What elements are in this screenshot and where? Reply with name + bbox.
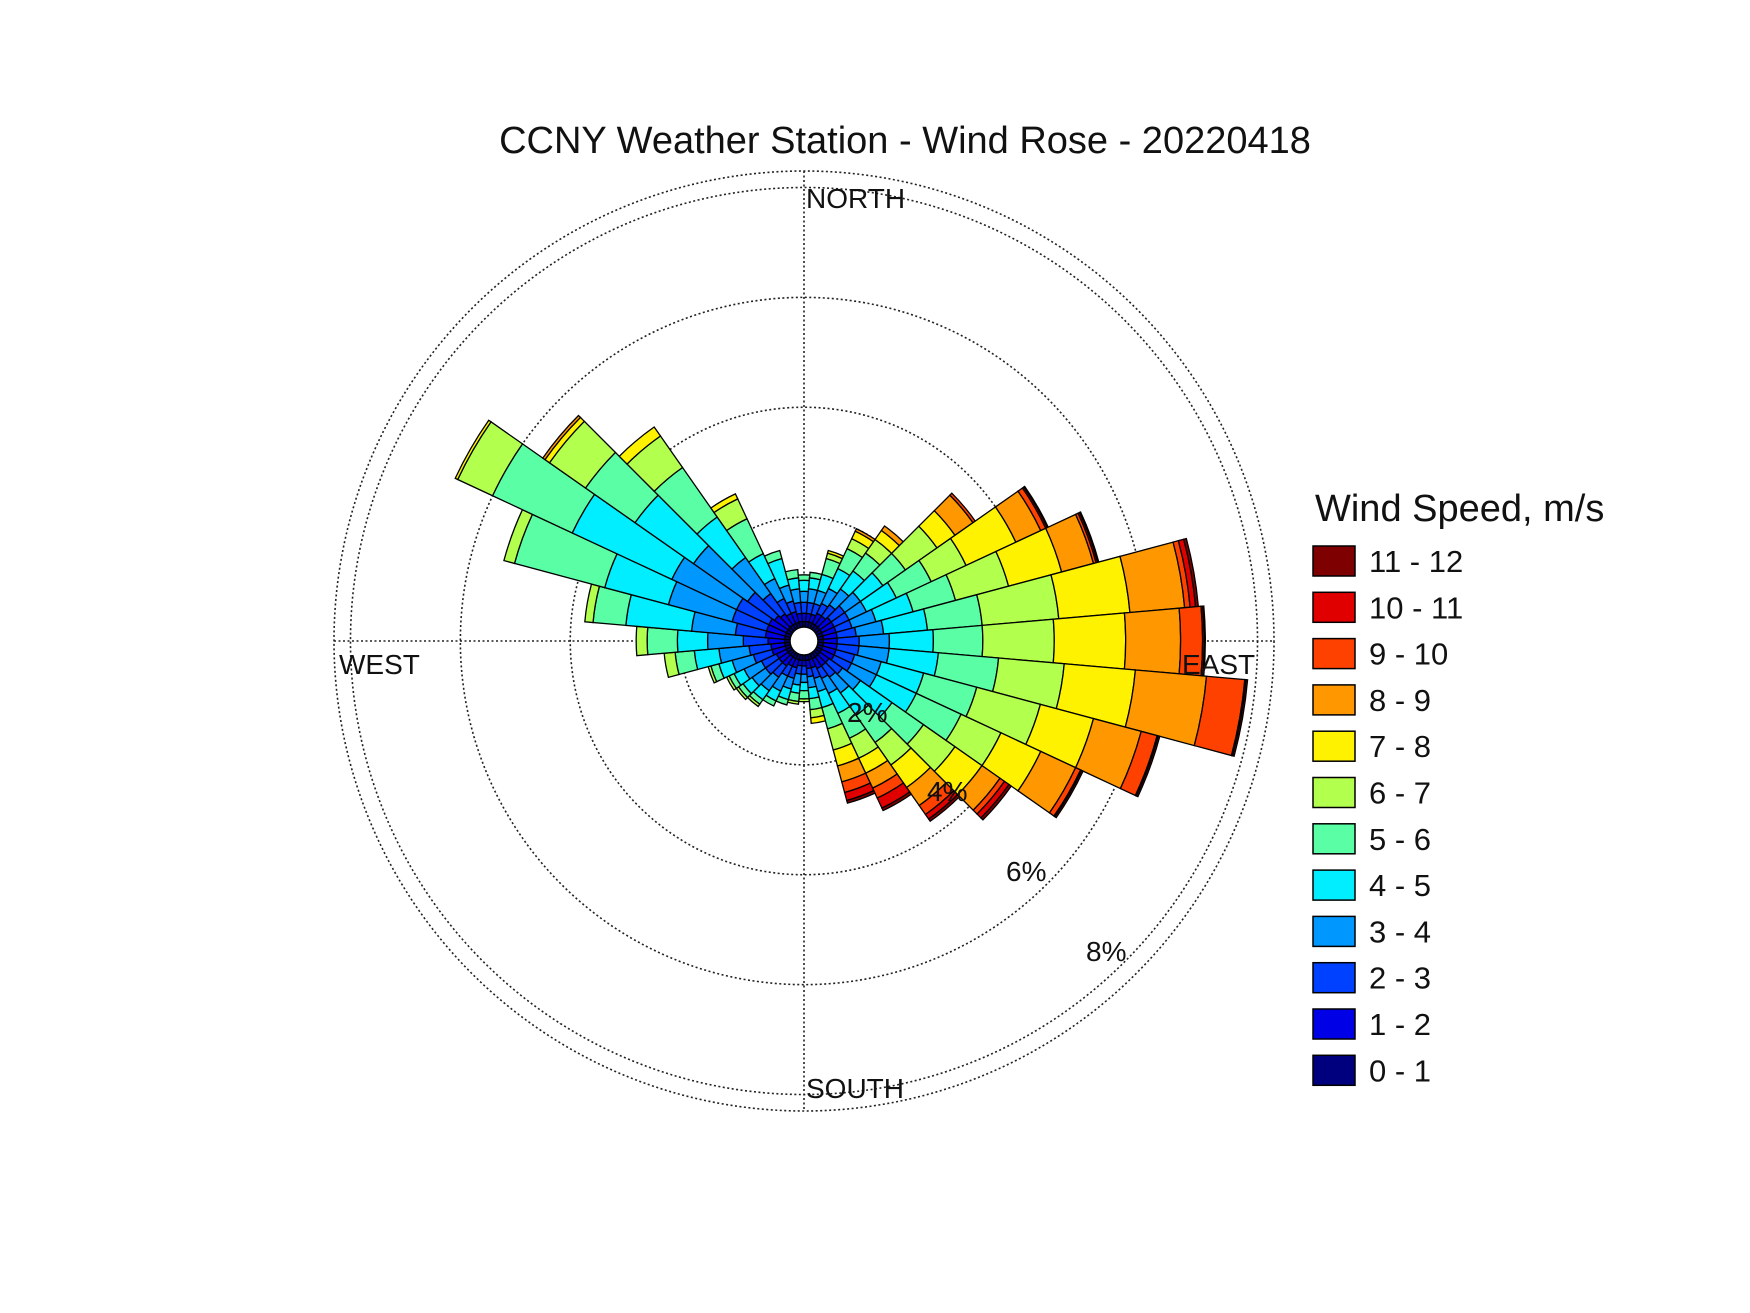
wedge-320deg-bin-7 [618, 426, 662, 465]
legend-label-0: 0 - 1 [1369, 1053, 1431, 1088]
legend: Wind Speed, m/s 11 - 12 10 - 11 9 - 10 8 - … [1312, 488, 1604, 1088]
legend-label-11: 11 - 12 [1369, 544, 1463, 579]
legend-swatch-10 [1312, 591, 1356, 624]
wedge-310deg-bin-8 [541, 414, 582, 461]
legend-label-5: 5 - 6 [1369, 822, 1431, 857]
legend-label-3: 3 - 4 [1369, 914, 1431, 949]
wedge-180deg-bin-4 [798, 681, 810, 692]
wedge-140deg-bin-11 [927, 793, 961, 823]
direction-label-north: NORTH [806, 183, 905, 214]
legend-label-10: 10 - 11 [1369, 590, 1463, 625]
ring-label-4: 4% [927, 776, 967, 807]
legend-swatch-9 [1312, 637, 1356, 670]
wedge-170deg-bin-7 [810, 714, 827, 725]
legend-swatch-1 [1312, 1008, 1356, 1040]
legend-swatch-0 [1312, 1054, 1356, 1087]
legend-label-8: 8 - 9 [1369, 683, 1431, 718]
legend-swatch-11 [1312, 545, 1356, 577]
polar-labels: NORTH EAST SOUTH WEST 2% 4% 6% 8% [339, 183, 1255, 1104]
wedge-270deg-bin-6 [635, 625, 649, 657]
legend-swatch-6 [1312, 776, 1356, 809]
legend-label-6: 6 - 7 [1369, 776, 1431, 811]
legend-swatch-5 [1312, 823, 1356, 855]
wedge-110deg-bin-11 [1135, 735, 1161, 798]
wedge-350deg-bin-5 [784, 568, 800, 581]
wedge-0deg-bin-4 [798, 579, 810, 593]
legend-label-9: 9 - 10 [1369, 637, 1448, 672]
legend-label-1: 1 - 2 [1369, 1007, 1431, 1042]
ring-label-8: 8% [1086, 936, 1126, 967]
wedge-80deg-bin-8 [1119, 541, 1186, 614]
wind-rose-wedges [454, 414, 1249, 823]
ring-label-2: 2% [847, 697, 887, 728]
wedge-300deg-bin-7 [454, 419, 492, 481]
wedge-90deg-bin-5 [932, 624, 984, 658]
wedge-120deg-bin-11 [1053, 769, 1084, 819]
legend-title: Wind Speed, m/s [1315, 488, 1604, 530]
wedge-330deg-bin-7 [709, 493, 739, 514]
wedge-180deg-bin-6 [798, 698, 810, 703]
wedge-10deg-bin-5 [808, 571, 823, 581]
legend-label-4: 4 - 5 [1369, 868, 1431, 903]
legend-swatch-4 [1312, 869, 1356, 901]
wedge-340deg-bin-5 [763, 549, 783, 565]
wedge-0deg-bin-5 [797, 574, 811, 582]
direction-label-west: WEST [339, 649, 420, 680]
ring-label-6: 6% [1006, 856, 1046, 887]
center-hole [789, 626, 819, 656]
wedge-270deg-bin-5 [646, 626, 679, 656]
wedge-270deg-bin-4 [676, 629, 709, 653]
wedge-130deg-bin-11 [980, 783, 1013, 821]
wedge-90deg-bin-7 [1052, 612, 1127, 670]
legend-label-2: 2 - 3 [1369, 961, 1431, 996]
legend-swatch-2 [1312, 961, 1356, 994]
direction-label-east: EAST [1182, 649, 1255, 680]
wedge-90deg-bin-6 [981, 618, 1055, 664]
wedge-180deg-bin-5 [798, 689, 810, 700]
chart-title: CCNY Weather Station - Wind Rose - 20220… [499, 120, 1311, 162]
legend-swatch-3 [1312, 915, 1356, 948]
direction-label-south: SOUTH [806, 1073, 904, 1104]
legend-items: 11 - 12 10 - 11 9 - 10 8 - 9 7 - 8 6 - 7 5 - 6… [1312, 544, 1463, 1088]
wedge-90deg-bin-8 [1123, 607, 1182, 675]
wedge-150deg-bin-11 [881, 791, 913, 812]
legend-swatch-8 [1312, 684, 1356, 716]
legend-swatch-7 [1312, 730, 1356, 762]
wedge-160deg-bin-11 [845, 789, 876, 804]
legend-label-7: 7 - 8 [1369, 729, 1431, 764]
wedge-100deg-bin-11 [1231, 678, 1249, 758]
